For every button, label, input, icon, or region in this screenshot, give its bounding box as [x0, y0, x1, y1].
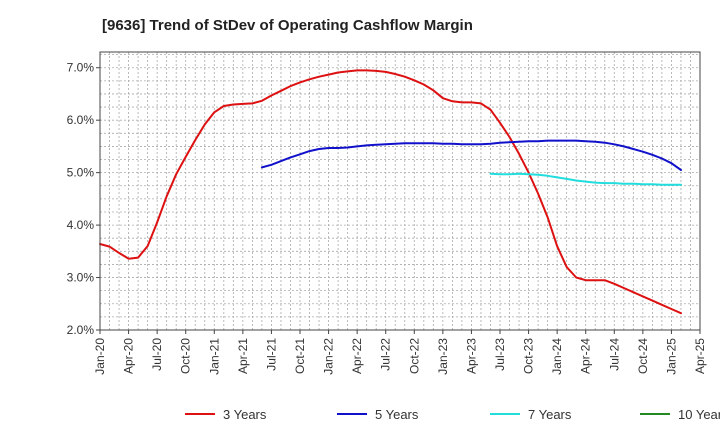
- plot-frame: [99, 51, 701, 331]
- legend-label-10-years: 10 Years: [678, 407, 720, 422]
- y-tick-label: 2.0%: [67, 323, 95, 337]
- series-line-7-years: [489, 172, 682, 186]
- x-tick-label: Apr-25: [693, 338, 707, 374]
- x-tick-label: Apr-23: [464, 338, 478, 374]
- x-tick-label: Jan-21: [207, 338, 221, 375]
- legend-label-5-years: 5 Years: [375, 407, 419, 422]
- x-tick-label: Jul-24: [607, 338, 621, 371]
- series-line-3-years: [99, 69, 682, 315]
- series-line-5-years: [260, 139, 682, 171]
- y-tick-label: 6.0%: [67, 113, 95, 127]
- x-tick-label: Jan-25: [664, 338, 678, 375]
- x-tick-label: Jul-21: [264, 338, 278, 371]
- x-tick-label: Oct-22: [407, 338, 421, 374]
- grid: [100, 52, 700, 330]
- x-tick-label: Apr-22: [350, 338, 364, 374]
- y-axis-ticks: 2.0% 3.0% 4.0% 5.0% 6.0% 7.0%: [67, 61, 100, 337]
- legend-label-7-years: 7 Years: [528, 407, 572, 422]
- x-tick-label: Jul-22: [379, 338, 393, 371]
- legend-label-3-years: 3 Years: [223, 407, 267, 422]
- y-tick-label: 7.0%: [67, 61, 95, 75]
- x-tick-label: Oct-20: [179, 338, 193, 374]
- x-tick-label: Jan-23: [436, 338, 450, 375]
- x-tick-label: Oct-24: [636, 338, 650, 374]
- series-layer: [99, 69, 682, 315]
- y-tick-label: 4.0%: [67, 218, 95, 232]
- x-tick-label: Jan-20: [93, 338, 107, 375]
- y-tick-label: 3.0%: [67, 271, 95, 285]
- chart-title: [9636] Trend of StDev of Operating Cashf…: [102, 17, 473, 34]
- y-tick-label: 5.0%: [67, 166, 95, 180]
- x-tick-label: Jul-20: [150, 338, 164, 371]
- x-tick-label: Apr-21: [236, 338, 250, 374]
- x-tick-label: Apr-24: [579, 338, 593, 374]
- x-axis-ticks: Jan-20 Apr-20 Jul-20 Oct-20 Jan-21 Apr-21 Jul-…: [93, 330, 707, 375]
- x-tick-label: Apr-20: [122, 338, 136, 374]
- x-tick-label: Jan-22: [322, 338, 336, 375]
- x-tick-label: Oct-21: [293, 338, 307, 374]
- x-tick-label: Jan-24: [550, 338, 564, 375]
- x-tick-label: Jul-23: [493, 338, 507, 371]
- x-tick-label: Oct-23: [522, 338, 536, 374]
- legend: 3 Years 5 Years 7 Years 10 Years: [185, 407, 720, 422]
